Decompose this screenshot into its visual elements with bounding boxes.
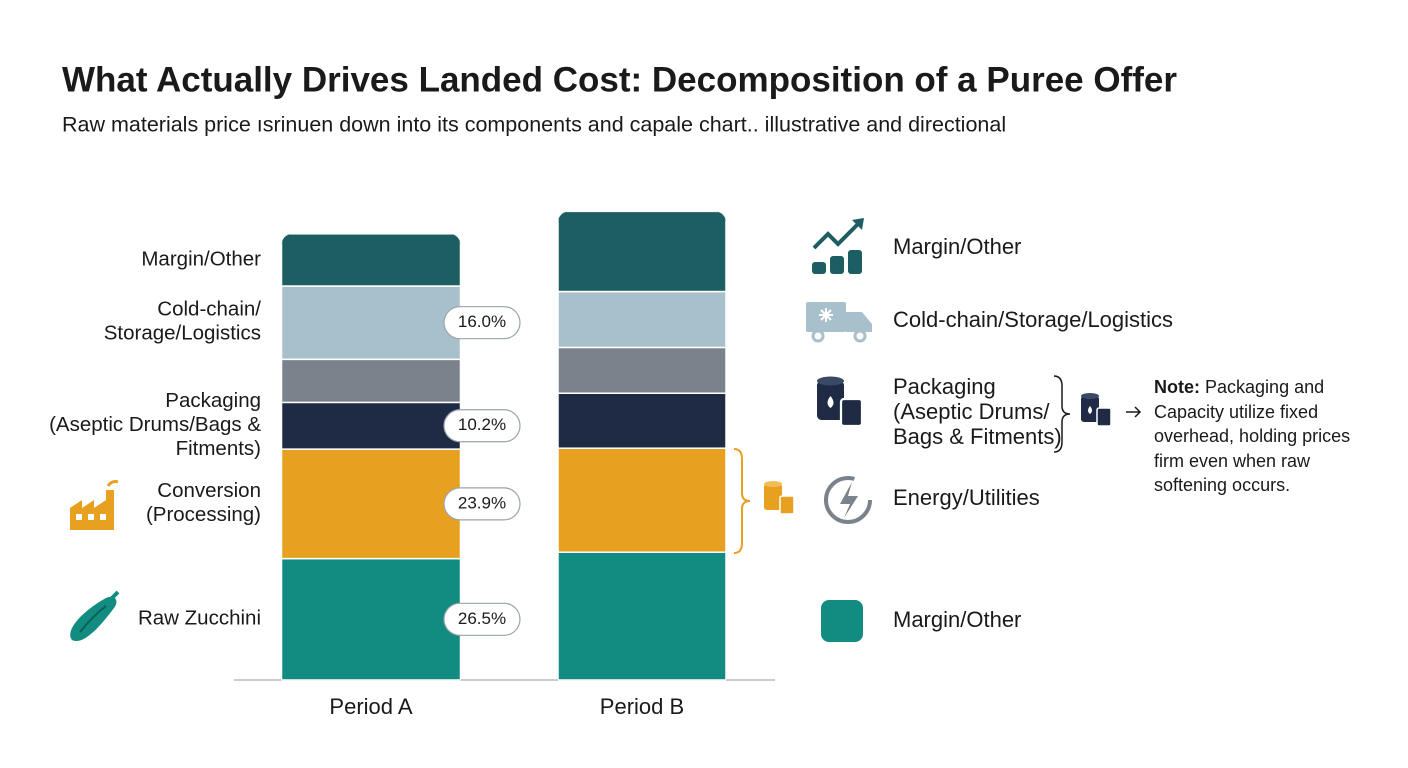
arrow (1126, 406, 1142, 418)
series-label: Cold-chain/Storage/Logistics (104, 298, 262, 345)
bar-segment (281, 358, 461, 404)
legend-label: Margin/Other (893, 607, 1021, 632)
series-label: Margin/Other (141, 247, 261, 270)
legend-label: Margin/Other (893, 234, 1021, 259)
value-label: 10.2% (458, 415, 506, 434)
value-pill (443, 306, 521, 340)
factory-icon (70, 480, 119, 530)
value-label: 23.9% (458, 493, 506, 512)
energy-icon (824, 476, 872, 524)
legend-label: Packaging (Aseptic Drums/Bags & Fitments) (893, 374, 1062, 449)
series-label: Packaging (Aseptic Drums/Bags & Fitments) (49, 389, 261, 460)
growth-icon (812, 218, 864, 274)
value-pill (443, 487, 521, 521)
bar-segment (558, 551, 726, 681)
bar-segment (558, 392, 726, 449)
subtitle: Raw materials price ısrinuen down into i… (62, 113, 1006, 137)
value-label: 26.5% (458, 609, 506, 628)
legend-label: Cold-chain/Storage/Logistics (893, 307, 1173, 332)
drums-icon (1080, 392, 1112, 427)
bar-segment (281, 401, 461, 450)
bar-segment (281, 557, 461, 681)
value-pill (443, 409, 521, 443)
x-tick-label: Period A (329, 694, 412, 719)
bar-segment (281, 285, 461, 361)
legend-swatch (821, 600, 863, 642)
value-label: 16.0% (458, 312, 506, 331)
series-label: Conversion (Processing) (146, 479, 261, 526)
bar-segment (558, 346, 726, 394)
title: What Actually Drives Landed Cost: Decomp… (62, 60, 1177, 99)
bar-segment (281, 233, 461, 287)
note-label: Note: (1154, 377, 1200, 397)
bar-segment (558, 447, 726, 553)
bar-stack (281, 233, 461, 681)
value-pill (443, 602, 521, 636)
note: Note: Packaging and Capacity utilize fix… (1154, 375, 1382, 498)
x-tick-label: Period B (600, 694, 684, 719)
note-text: Packaging and Capacity utilize fixed ove… (1154, 377, 1351, 495)
drums-icon (815, 375, 864, 428)
bar-segment (281, 448, 461, 560)
bracket (1053, 375, 1071, 453)
legend-label: Energy/Utilities (893, 485, 1040, 510)
truck-icon (806, 302, 872, 343)
drum-icon (764, 481, 795, 515)
bar-segment (558, 211, 726, 293)
zucchini-icon (70, 590, 120, 642)
bracket (733, 448, 751, 554)
bar-stack (558, 211, 726, 681)
bar-segment (558, 290, 726, 349)
series-label: Raw Zucchini (138, 607, 261, 630)
